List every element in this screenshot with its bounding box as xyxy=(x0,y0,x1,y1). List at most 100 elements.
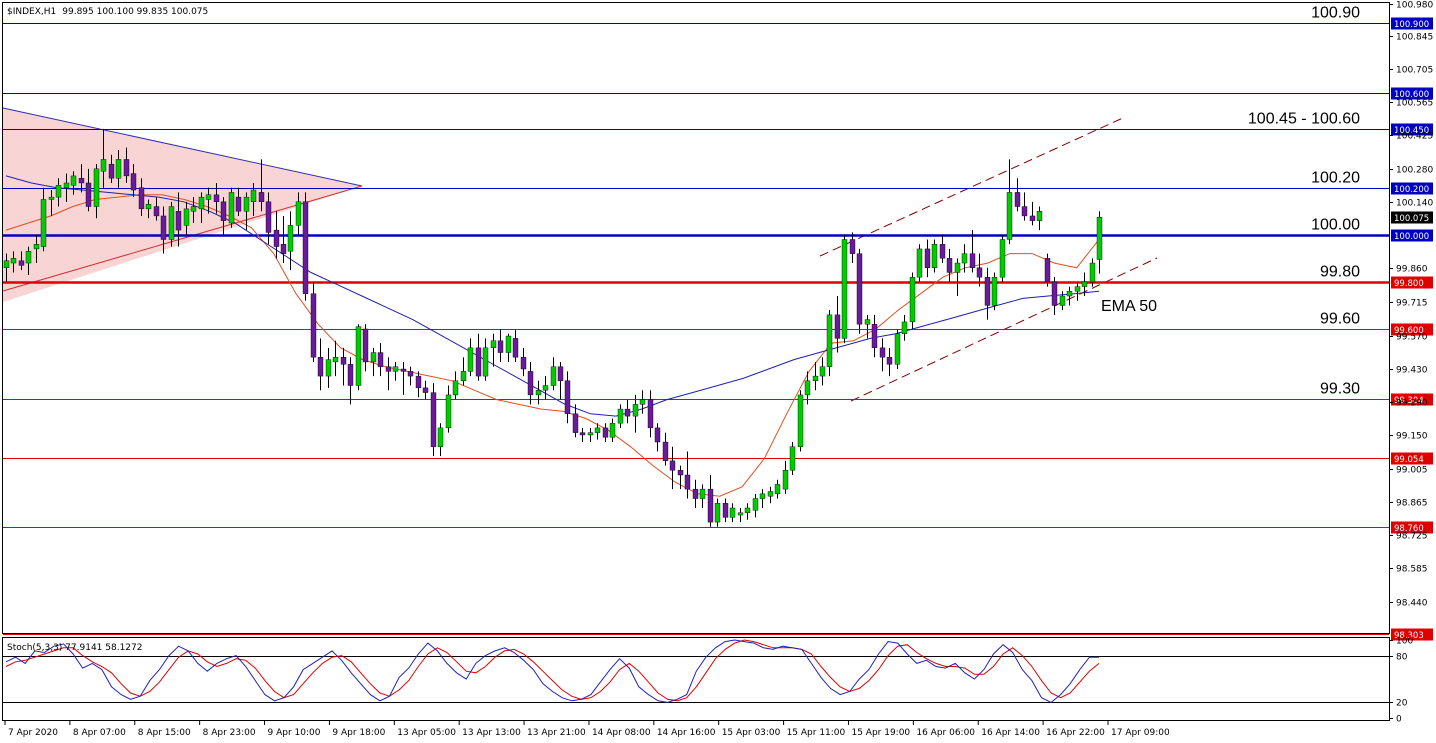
candle-bull xyxy=(789,446,796,471)
candle-bull xyxy=(198,196,205,210)
candle-bear xyxy=(400,368,407,372)
time-tick-label: 16 Apr 14:00 xyxy=(981,728,1040,738)
time-tick-label: 8 Apr 07:00 xyxy=(73,728,126,738)
candle-bear xyxy=(856,253,863,325)
candle-bear xyxy=(969,253,976,268)
candle-bull xyxy=(1089,262,1096,283)
candle-bull xyxy=(482,347,489,377)
level-badge-text: 100.000 xyxy=(1394,232,1429,242)
candle-bear xyxy=(497,340,504,353)
level-label: 99.80 xyxy=(1320,264,1360,281)
candle-bull xyxy=(617,408,624,424)
candle-bear xyxy=(273,229,280,247)
level-label: 100.00 xyxy=(1311,217,1360,234)
candle-bear xyxy=(385,366,392,372)
candle-bear xyxy=(302,201,309,294)
ema-50-line xyxy=(5,175,1100,417)
time-tick-label: 13 Apr 21:00 xyxy=(527,728,586,738)
triangle-lower-line xyxy=(2,185,363,292)
time-axis: 7 Apr 2020 8 Apr 07:00 8 Apr 15:00 8 Apr 23… xyxy=(4,721,1170,738)
candle-bear xyxy=(1014,192,1021,207)
price-tick-label: 100.845 xyxy=(1396,33,1433,43)
ohlc-values: 99.895 100.100 99.835 100.075 xyxy=(62,7,208,17)
candle-bull xyxy=(841,239,848,339)
candle-bear xyxy=(684,474,691,490)
candle-bear xyxy=(879,347,886,358)
candle-bull xyxy=(737,512,744,516)
candle-bull xyxy=(1074,286,1081,292)
candle-bull xyxy=(295,201,302,226)
time-tick-label: 13 Apr 05:00 xyxy=(397,728,456,738)
time-tick-label: 9 Apr 18:00 xyxy=(332,728,385,738)
candle-bear xyxy=(265,201,272,233)
candle-bull xyxy=(609,422,616,438)
candle-bear xyxy=(317,357,324,377)
candle-bear xyxy=(579,432,586,436)
candle-bear xyxy=(18,260,25,266)
candle-bull xyxy=(1036,211,1043,221)
candle-bull xyxy=(228,192,235,224)
candle-bull xyxy=(954,262,961,273)
candle-bull xyxy=(542,385,549,391)
candle-bull xyxy=(25,251,32,264)
candle-bear xyxy=(557,366,564,382)
candle-bear xyxy=(512,338,519,358)
main-panel-frame xyxy=(2,2,1390,634)
level-badge xyxy=(1391,17,1433,30)
candle-bear xyxy=(946,258,953,273)
candle-bull xyxy=(535,390,542,396)
candle-bull xyxy=(168,206,175,240)
level-label: 99.30 xyxy=(1320,381,1360,398)
stoch-tick-label: 20 xyxy=(1396,699,1408,709)
candle-bull xyxy=(999,239,1006,278)
time-tick-label: 14 Apr 08:00 xyxy=(592,728,651,738)
price-tick-label: 99.005 xyxy=(1396,466,1428,476)
candle-bear xyxy=(677,470,684,476)
triangle-upper-line xyxy=(2,107,363,187)
candle-bear xyxy=(976,267,983,278)
candle-bear xyxy=(160,215,167,240)
candle-bull xyxy=(355,326,362,386)
candle-bull xyxy=(460,371,467,382)
price-tick-label: 100.280 xyxy=(1396,166,1433,176)
candle-bear xyxy=(647,399,654,429)
time-tick-label: 16 Apr 06:00 xyxy=(916,728,975,738)
candle-bull xyxy=(782,470,789,490)
candle-bull xyxy=(40,199,47,247)
candle-bull xyxy=(145,203,152,210)
time-tick-label: 15 Apr 11:00 xyxy=(787,728,846,738)
candle-bull xyxy=(639,399,646,405)
candle-bull xyxy=(100,159,107,172)
candle-bear xyxy=(123,159,130,177)
level-badge xyxy=(1391,229,1433,242)
level-badge xyxy=(1391,628,1433,641)
candle-bear xyxy=(886,357,893,365)
time-tick-label: 9 Apr 10:00 xyxy=(268,728,321,738)
candle-bull xyxy=(961,253,968,264)
candle-bear xyxy=(1044,258,1051,283)
candle-bear xyxy=(520,357,527,370)
ema-fast-line xyxy=(5,194,1100,497)
candle-bear xyxy=(220,201,227,221)
candle-bull xyxy=(901,321,908,334)
candle-bull xyxy=(744,507,751,513)
candle-bear xyxy=(175,211,182,231)
candle-bull xyxy=(332,357,339,363)
candle-bear xyxy=(722,503,729,518)
stoch-main-line xyxy=(5,639,1099,703)
candle-bull xyxy=(243,196,250,212)
candle-bear xyxy=(415,375,422,389)
candle-bear xyxy=(377,352,384,367)
candle-bull xyxy=(931,244,938,268)
candle-bull xyxy=(467,347,474,372)
level-badge-text: 99.304 xyxy=(1394,396,1424,406)
candle-bear xyxy=(1051,281,1058,306)
level-badge-text: 99.600 xyxy=(1394,326,1424,336)
price-tick-label: 100.705 xyxy=(1396,66,1433,76)
candle-bull xyxy=(826,314,833,367)
candle-bull xyxy=(632,404,639,417)
candle-bear xyxy=(692,488,699,499)
candle-bull xyxy=(797,394,804,447)
candle-bull xyxy=(767,491,774,497)
